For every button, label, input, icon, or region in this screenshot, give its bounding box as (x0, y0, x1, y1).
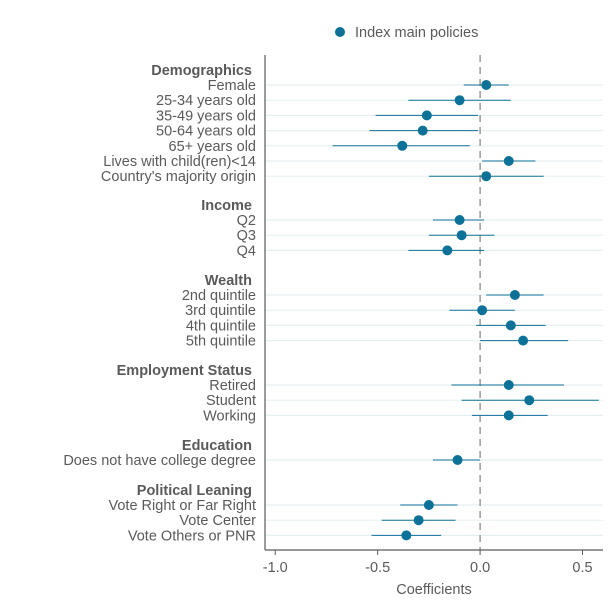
row-label: Lives with child(ren)<14 (103, 154, 256, 170)
estimate-point (503, 380, 514, 390)
row-label: 5th quintile (186, 334, 256, 350)
estimate-point (518, 335, 529, 346)
estimate-point (456, 230, 467, 241)
row-label: Vote Center (179, 513, 256, 529)
row-label: Q2 (237, 213, 256, 229)
group-title: Political Leaning (137, 483, 252, 499)
row-label: 65+ years old (169, 139, 256, 155)
estimate-point (454, 215, 465, 225)
row-label: Vote Others or PNR (128, 528, 256, 544)
estimate-point (509, 290, 520, 300)
row-label: Working (203, 408, 256, 424)
estimate-point (503, 156, 514, 166)
estimate-point (481, 171, 492, 182)
x-ticks: -1.0 -0.5 0.0 0.5 (263, 550, 593, 576)
legend: Index main policies (335, 25, 478, 41)
group-title: Education (182, 438, 252, 454)
estimate-point (503, 410, 514, 421)
estimate-point (397, 140, 408, 151)
row-label: Does not have college degree (63, 453, 256, 469)
group-title: Demographics (151, 63, 252, 79)
estimate-point (477, 305, 488, 316)
row-label: Q3 (237, 228, 256, 244)
estimate-points (397, 80, 535, 541)
estimate-point (481, 80, 492, 90)
row-label: Country's majority origin (101, 169, 256, 185)
legend-marker (335, 27, 345, 37)
row-label: Student (206, 393, 256, 409)
estimate-point (401, 530, 412, 541)
estimate-point (442, 245, 453, 256)
x-tick-label: 0.5 (572, 560, 592, 576)
estimate-point (524, 395, 535, 406)
estimate-point (417, 125, 428, 136)
row-label: 50-64 years old (156, 124, 256, 140)
row-label: 2nd quintile (182, 288, 256, 304)
group-title: Income (201, 198, 252, 214)
row-label: Q4 (237, 243, 256, 259)
estimate-point (423, 500, 434, 510)
x-tick-label: -0.5 (365, 560, 390, 576)
x-tick-label: -1.0 (263, 560, 288, 576)
group-title: Employment Status (117, 363, 252, 379)
estimate-point (413, 515, 424, 526)
axes (264, 55, 603, 551)
row-label: 35-49 years old (156, 108, 256, 124)
grid (265, 84, 603, 537)
row-label: Retired (209, 378, 256, 394)
row-label: 4th quintile (186, 318, 256, 334)
estimate-point (421, 110, 432, 121)
estimate-point (505, 320, 516, 331)
estimate-point (452, 455, 463, 465)
x-axis-title: Coefficients (396, 582, 472, 598)
x-tick-label: 0.0 (470, 560, 490, 576)
row-label: Vote Right or Far Right (109, 498, 257, 514)
row-label: 25-34 years old (156, 93, 256, 109)
group-title: Wealth (205, 273, 252, 289)
estimate-point (454, 95, 465, 106)
legend-label: Index main policies (355, 25, 478, 41)
row-label: Female (208, 78, 256, 94)
row-label: 3rd quintile (185, 303, 256, 319)
